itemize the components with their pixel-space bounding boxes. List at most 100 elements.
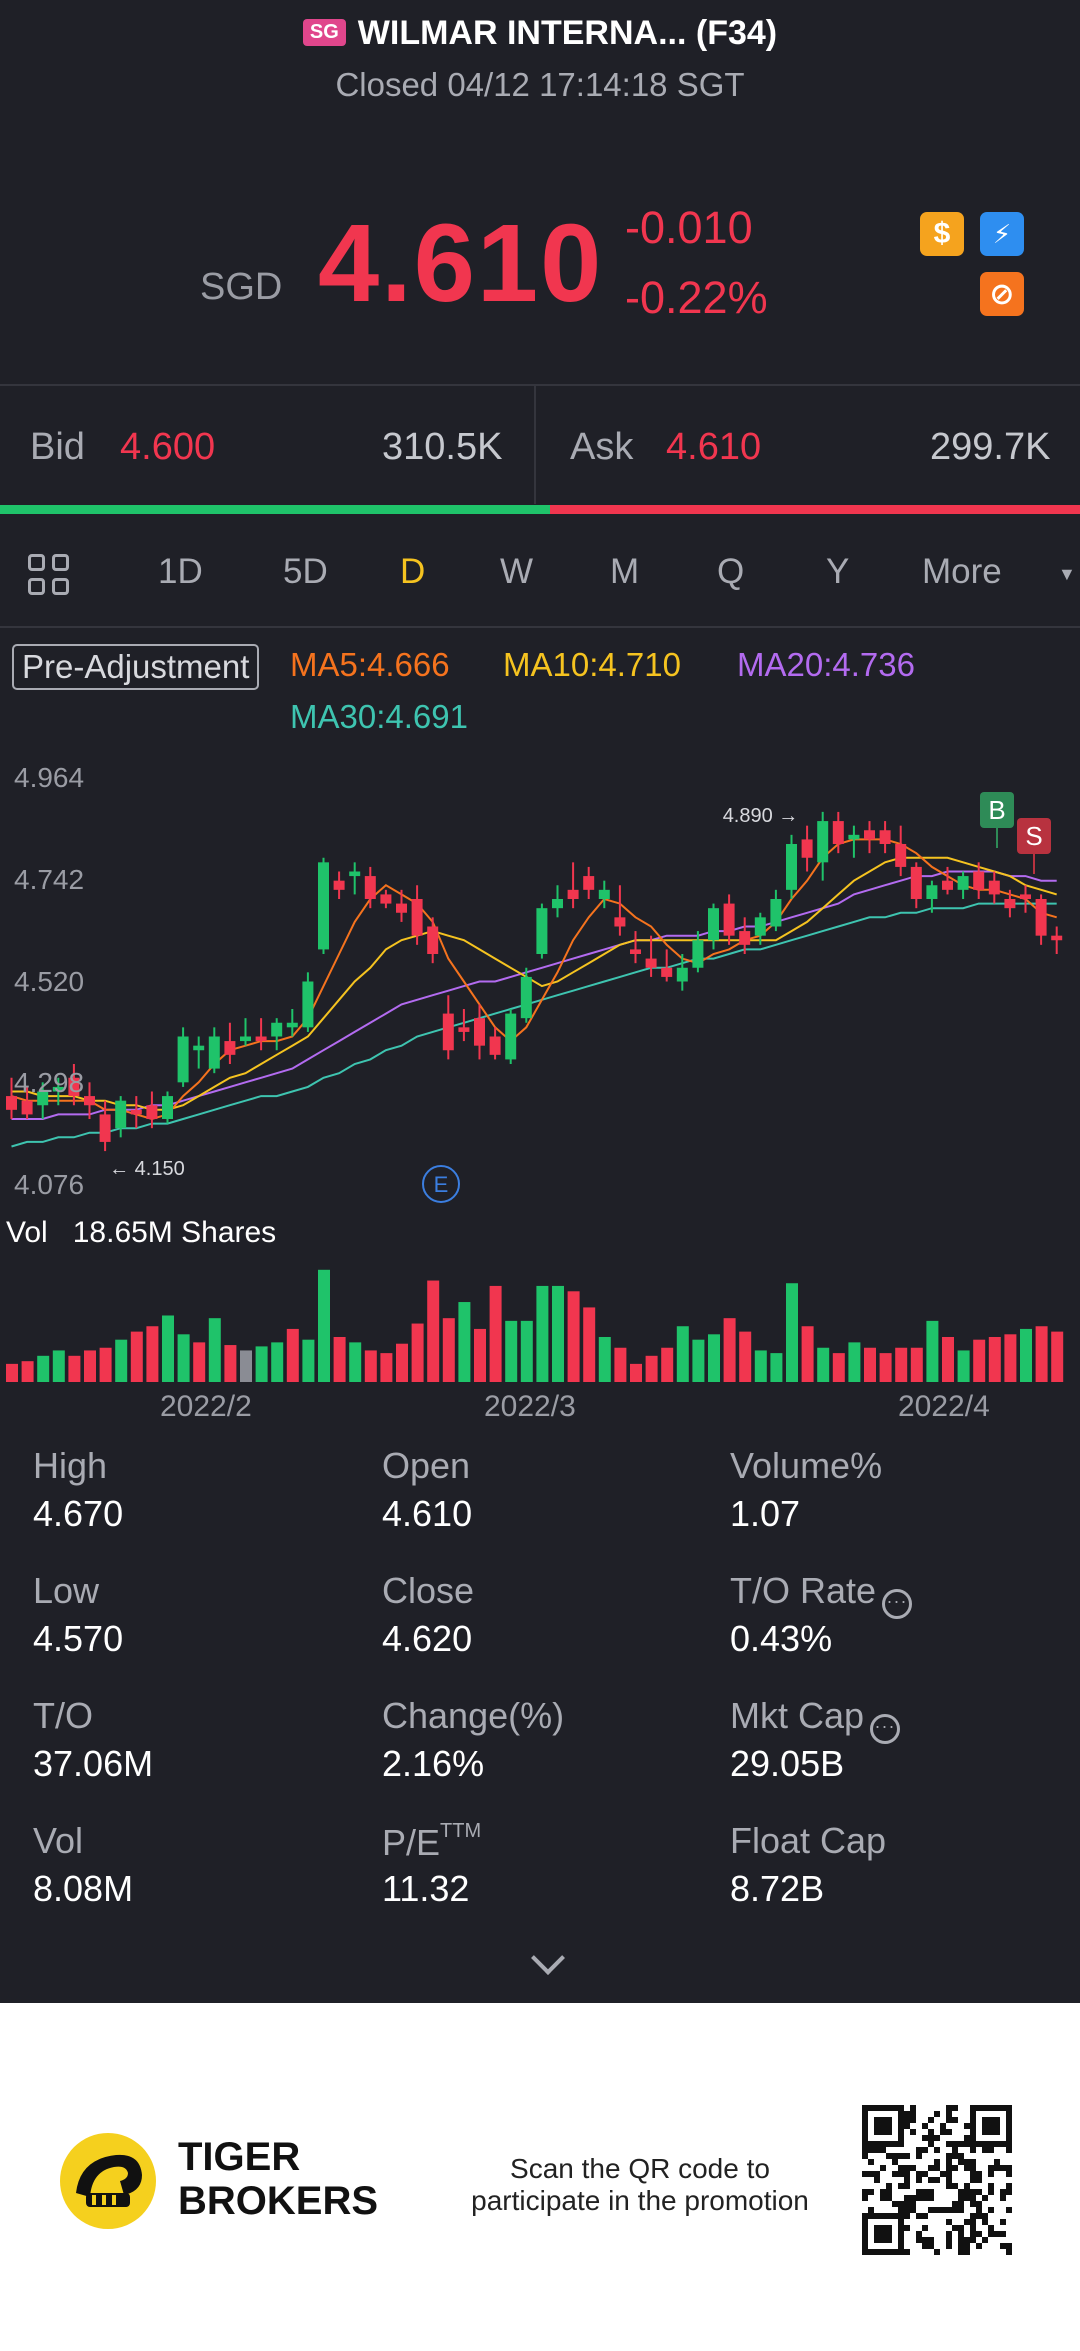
y-tick-label: 4.298 bbox=[14, 1067, 85, 1099]
volume-bar bbox=[708, 1334, 720, 1382]
tab-d[interactable]: D bbox=[400, 552, 426, 591]
layout-grid-icon[interactable] bbox=[28, 554, 74, 600]
candle bbox=[21, 1086, 33, 1119]
candle bbox=[177, 1027, 189, 1087]
candle bbox=[52, 1077, 64, 1106]
y-tick-label: 4.964 bbox=[14, 762, 85, 793]
candlestick-chart[interactable]: 4.890 → ← 4.150 E BS bbox=[0, 740, 1080, 1210]
volume-bar bbox=[146, 1326, 159, 1382]
volume-bar bbox=[910, 1347, 923, 1382]
candle bbox=[598, 880, 610, 909]
info-icon[interactable]: ··· bbox=[882, 1589, 913, 1619]
volume-bar bbox=[879, 1353, 892, 1382]
info-icon[interactable]: ··· bbox=[870, 1714, 901, 1744]
tab-more[interactable]: More bbox=[922, 552, 1002, 591]
stat-value: 0.43% bbox=[730, 1618, 833, 1659]
candle bbox=[99, 1100, 111, 1152]
dollar-icon[interactable]: $ bbox=[920, 212, 964, 256]
bid-strength-bar bbox=[0, 505, 550, 514]
tab-w[interactable]: W bbox=[500, 552, 534, 591]
lightning-icon[interactable]: ⚡ bbox=[980, 212, 1024, 256]
candle bbox=[754, 912, 766, 945]
ask-price: 4.610 bbox=[666, 426, 762, 468]
volume-header: Vol 18.65M Shares bbox=[6, 1216, 276, 1250]
volume-bar bbox=[474, 1328, 486, 1382]
volume-bar bbox=[770, 1353, 783, 1382]
bid-label: Bid bbox=[30, 426, 85, 468]
candle bbox=[661, 949, 673, 982]
buy-badge: B bbox=[980, 792, 1014, 848]
candle bbox=[520, 967, 532, 1023]
expand-chevron-icon[interactable] bbox=[531, 1941, 565, 1975]
candle bbox=[708, 903, 719, 950]
candle bbox=[193, 1036, 205, 1069]
stat-value: 4.670 bbox=[33, 1493, 124, 1534]
volume-bar bbox=[754, 1350, 767, 1382]
volume-bar bbox=[1020, 1328, 1032, 1382]
volume-bar bbox=[630, 1363, 642, 1382]
candle bbox=[427, 917, 439, 964]
volume-chart[interactable] bbox=[0, 1240, 1080, 1385]
last-price: 4.610 bbox=[318, 202, 604, 325]
volume-bar bbox=[1035, 1326, 1048, 1382]
qr-code-icon[interactable] bbox=[862, 2105, 1012, 2255]
tab-1d[interactable]: 1D bbox=[158, 552, 203, 591]
tab-m[interactable]: M bbox=[610, 552, 640, 591]
y-tick-label: 4.076 bbox=[14, 1169, 85, 1200]
ma5-label: MA5:4.666 bbox=[290, 646, 450, 683]
stat-label: Vol bbox=[33, 1820, 84, 1861]
stat-value: 4.620 bbox=[382, 1618, 473, 1659]
candle bbox=[380, 889, 392, 909]
volume-bar bbox=[848, 1342, 861, 1382]
stat-label: Mkt Cap ··· bbox=[730, 1695, 901, 1744]
volume-bar bbox=[926, 1320, 939, 1382]
volume-bar bbox=[801, 1326, 814, 1382]
market-status: Closed 04/12 17:14:18 SGT bbox=[335, 66, 745, 103]
candle bbox=[302, 972, 314, 1032]
volume-bar bbox=[864, 1347, 876, 1382]
x-label-mar: 2022/3 bbox=[484, 1390, 576, 1423]
candle bbox=[817, 811, 829, 881]
volume-bar bbox=[567, 1291, 580, 1382]
volume-bar bbox=[552, 1285, 564, 1382]
candle bbox=[801, 825, 813, 872]
candle bbox=[973, 862, 985, 899]
volume-bar bbox=[255, 1346, 268, 1382]
caret-down-icon[interactable]: ▼ bbox=[1058, 564, 1076, 584]
volume-bar bbox=[396, 1343, 408, 1382]
volume-bar bbox=[162, 1315, 174, 1382]
candle bbox=[162, 1091, 173, 1124]
candle bbox=[630, 931, 641, 964]
tab-y[interactable]: Y bbox=[826, 552, 850, 591]
volume-bar bbox=[21, 1361, 34, 1382]
candle bbox=[942, 866, 953, 895]
brand-line-2: BROKERS bbox=[178, 2179, 379, 2223]
candle bbox=[115, 1096, 127, 1138]
candle bbox=[676, 954, 688, 991]
currency-label: SGD bbox=[200, 266, 283, 308]
pre-adjustment-toggle[interactable]: Pre-Adjustment bbox=[12, 644, 260, 690]
candle bbox=[318, 857, 329, 954]
ma20-line bbox=[11, 870, 1057, 1120]
stat-value: 1.07 bbox=[730, 1493, 801, 1534]
tab-5d[interactable]: 5D bbox=[283, 552, 328, 591]
volume-bar bbox=[52, 1350, 65, 1382]
candle bbox=[396, 889, 407, 922]
stat-value: 29.05B bbox=[730, 1743, 845, 1784]
stock-name: WILMAR INTERNA... (F34) bbox=[357, 14, 778, 52]
price-change-percent: -0.22% bbox=[625, 272, 768, 323]
y-tick-label: 4.520 bbox=[14, 965, 85, 997]
candle bbox=[505, 1009, 517, 1064]
volume-bar bbox=[505, 1320, 518, 1382]
candle bbox=[84, 1082, 95, 1119]
tab-q[interactable]: Q bbox=[717, 552, 745, 591]
candle bbox=[271, 1018, 283, 1051]
volume-bar bbox=[614, 1347, 627, 1382]
candle bbox=[474, 1004, 485, 1060]
stat-label: P/ETTM bbox=[382, 1820, 482, 1863]
options-icon[interactable]: ⊘ bbox=[980, 272, 1024, 316]
volume-bar bbox=[692, 1339, 705, 1382]
volume-bar bbox=[988, 1336, 1001, 1382]
candle bbox=[957, 871, 969, 899]
candle bbox=[567, 862, 579, 909]
